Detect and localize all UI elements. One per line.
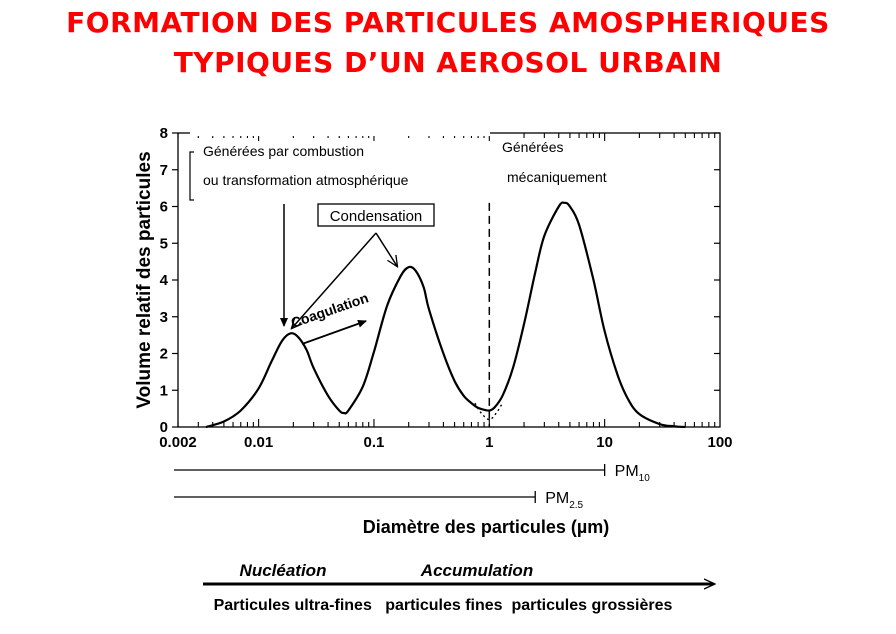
condensation-arrow-right [375, 232, 397, 266]
overlap-dotted-curve [474, 402, 504, 421]
x-tick-label: 0.002 [159, 434, 197, 451]
x-tick-label: 0.1 [364, 434, 385, 451]
annotation-background [190, 132, 490, 136]
condensation-label: Condensation [330, 208, 423, 225]
condensation-arrow-left [292, 232, 377, 328]
pm-range-label: PM10 [615, 463, 651, 484]
condensation-box [317, 203, 435, 227]
y-tick-label: 5 [160, 235, 168, 252]
y-tick-label: 4 [160, 272, 169, 289]
x-tick-label: 1 [485, 434, 493, 451]
particle-categories-label: Particules ultra-fines particules fines … [214, 597, 673, 614]
pm-ranges: PM10 PM2.5 [174, 463, 650, 511]
x-tick-label: 100 [707, 434, 732, 451]
combustion-label-line1: Générées par combustion [203, 143, 364, 159]
mechanical-label-line1: Générées [502, 139, 563, 155]
title-line-1: FORMATION DES PARTICULES AMOSPHERIQUES [66, 6, 830, 39]
mechanical-label-line2: mécaniquement [507, 169, 607, 185]
accumulation-label: Accumulation [420, 561, 533, 580]
x-tick-label: 10 [596, 434, 613, 451]
y-tick-label: 2 [160, 346, 168, 363]
combustion-bracket [189, 151, 194, 201]
title-line-2: TYPIQUES D’UN AEROSOL URBAIN [173, 46, 723, 79]
coagulation-arrow [301, 319, 367, 345]
nucleation-label: Nucléation [240, 561, 327, 580]
y-tick-label: 1 [160, 382, 168, 399]
y-tick-label: 7 [160, 162, 168, 179]
pm-range-label: PM2.5 [545, 490, 583, 511]
combustion-label-line2: ou transformation atmosphérique [203, 172, 409, 188]
x-axis-label: Diamètre des particules (µm) [363, 517, 609, 537]
y-axis-ticks: 0 1 2 3 4 5 6 7 8 [160, 125, 720, 436]
y-tick-label: 3 [160, 309, 168, 326]
volume-distribution-curve [205, 201, 686, 429]
y-tick-label: 6 [160, 199, 168, 216]
x-tick-label: 0.01 [244, 434, 273, 451]
y-tick-label: 8 [160, 125, 168, 142]
y-axis-label: Volume relatif des particules [134, 151, 155, 408]
y-tick-label: 0 [160, 419, 168, 436]
